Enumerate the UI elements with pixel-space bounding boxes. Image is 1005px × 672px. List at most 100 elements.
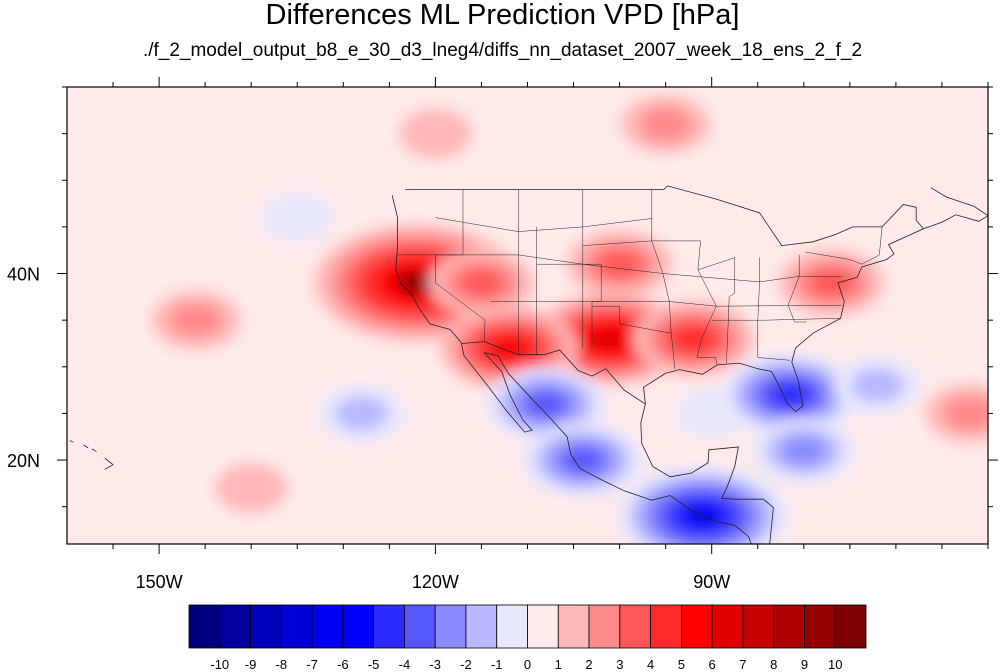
colorbar-swatch [742, 604, 775, 649]
field-contour-12-4 [562, 447, 604, 473]
state-boundary-5 [651, 189, 676, 369]
field-contour-16-3 [781, 436, 827, 465]
colorbar-label: -9 [245, 657, 257, 672]
map-boundaries [69, 185, 988, 544]
gulf-of-mexico-coastline [640, 404, 774, 544]
field-contour-6-3 [808, 268, 854, 298]
colorbar-label: 7 [739, 657, 746, 672]
us-mexico-border [462, 341, 646, 405]
colorbar-swatch [465, 604, 498, 649]
colorbar-swatch [311, 604, 344, 649]
colorbar-swatch [280, 604, 313, 649]
colorbar-swatch [804, 604, 836, 649]
state-boundary-10 [396, 254, 843, 283]
colorbar-swatch [650, 604, 682, 649]
y-tick-label: 40N [7, 265, 40, 285]
state-boundary-16 [711, 318, 841, 321]
colorbar-swatch [588, 604, 621, 649]
colorbar-swatch [404, 604, 436, 649]
field-contour-5-4 [673, 326, 714, 352]
colorbar-label: 4 [647, 657, 654, 672]
x-tick-label: 150W [136, 572, 183, 592]
field-contour-15-5 [771, 383, 809, 407]
chart-subtitle: ./f_2_model_output_b8_e_30_d3_lneg4/diff… [142, 40, 863, 61]
state-boundary-14 [582, 240, 701, 246]
pacific-coastline [391, 195, 752, 544]
state-boundary-12 [490, 301, 842, 307]
field-contour-3-3 [458, 268, 504, 298]
colorbar-label: 2 [585, 657, 592, 672]
field-contour-17-2 [850, 368, 905, 403]
colorbar-label: -5 [368, 657, 380, 672]
colorbar-swatch [711, 604, 744, 649]
colorbar-swatch [434, 604, 467, 649]
state-boundary-17 [757, 357, 791, 361]
x-tick-label: 120W [412, 572, 459, 592]
hawaii-coast-2 [83, 444, 89, 449]
state-boundary-7 [726, 257, 735, 364]
colorbar-swatch [773, 604, 805, 649]
colorbar-swatch [250, 604, 282, 649]
colorbar-label: 6 [709, 657, 716, 672]
colorbar-label: -4 [399, 657, 411, 672]
state-boundary-8 [757, 257, 760, 358]
colorbar-label: 8 [770, 657, 777, 672]
field-contour-7-2 [169, 302, 223, 338]
atlantic-coastline [643, 187, 988, 413]
colorbar-label: -6 [337, 657, 349, 672]
colorbar-swatch [373, 604, 405, 649]
colorbar-swatch [619, 604, 651, 649]
us-canada-border [405, 185, 924, 247]
state-boundary-9 [787, 254, 807, 323]
field-contour-1-6 [592, 328, 629, 350]
field-peak-0 [398, 270, 436, 296]
colorbar-label: 1 [555, 657, 562, 672]
field-peak-13 [687, 505, 718, 527]
colorbar-label: -3 [429, 657, 441, 672]
colorbar-label: 3 [616, 657, 623, 672]
state-boundary-0 [435, 189, 486, 342]
state-boundary-11 [435, 217, 652, 232]
map-plot-area [66, 86, 989, 545]
colorbar-swatch [680, 604, 713, 649]
colorbar-label: 5 [678, 657, 685, 672]
field-contour-10-1 [215, 463, 288, 513]
colorbar-label: 10 [828, 657, 842, 672]
field-contour-19-1 [261, 192, 334, 243]
field-contour-4-3 [597, 250, 643, 279]
colorbar-swatch [527, 604, 559, 649]
field-contour-8-2 [639, 106, 693, 142]
colorbar-swatch [834, 604, 867, 649]
state-boundary-15 [592, 305, 672, 334]
state-boundary-6 [696, 240, 718, 365]
colorbar-label: -2 [460, 657, 472, 672]
field-contour-9-1 [399, 108, 472, 159]
colorbar-swatch [496, 604, 528, 649]
x-tick-label: 90W [693, 572, 730, 592]
map-axes: 150W 120W 90W 20N 40N [7, 77, 998, 592]
colorbar-swatch [342, 604, 375, 649]
colorbar-label: -10 [210, 657, 229, 672]
field-contour-20-2 [943, 396, 988, 431]
state-boundary-18 [697, 257, 735, 271]
colorbar-swatch [557, 604, 590, 649]
vpd-difference-field [151, 95, 988, 544]
colorbar-swatch [188, 604, 221, 649]
state-boundary-19 [805, 226, 883, 265]
hawaii-coast-3 [69, 440, 74, 443]
colorbar-label: -8 [276, 657, 288, 672]
colorbar: -10 -9 -8 -7 -6 -5 -4 -3 -2 -1 0 1 2 3 4 5 6 7 8 9 10 [188, 604, 867, 672]
colorbar-swatch [219, 604, 251, 649]
hawaii-coast-1 [91, 448, 97, 453]
colorbar-label: 9 [801, 657, 808, 672]
field-contour-18-2 [335, 396, 389, 431]
chart-title: Differences ML Prediction VPD [hPa] [265, 0, 740, 31]
field-contour-11-4 [525, 391, 567, 417]
y-tick-label: 20N [7, 451, 40, 471]
field-contour-2-5 [490, 336, 528, 360]
colorbar-label: 0 [524, 657, 531, 672]
colorbar-label: -7 [306, 657, 318, 672]
hawaii-coast-0 [104, 457, 114, 470]
colorbar-label: -1 [491, 657, 503, 672]
